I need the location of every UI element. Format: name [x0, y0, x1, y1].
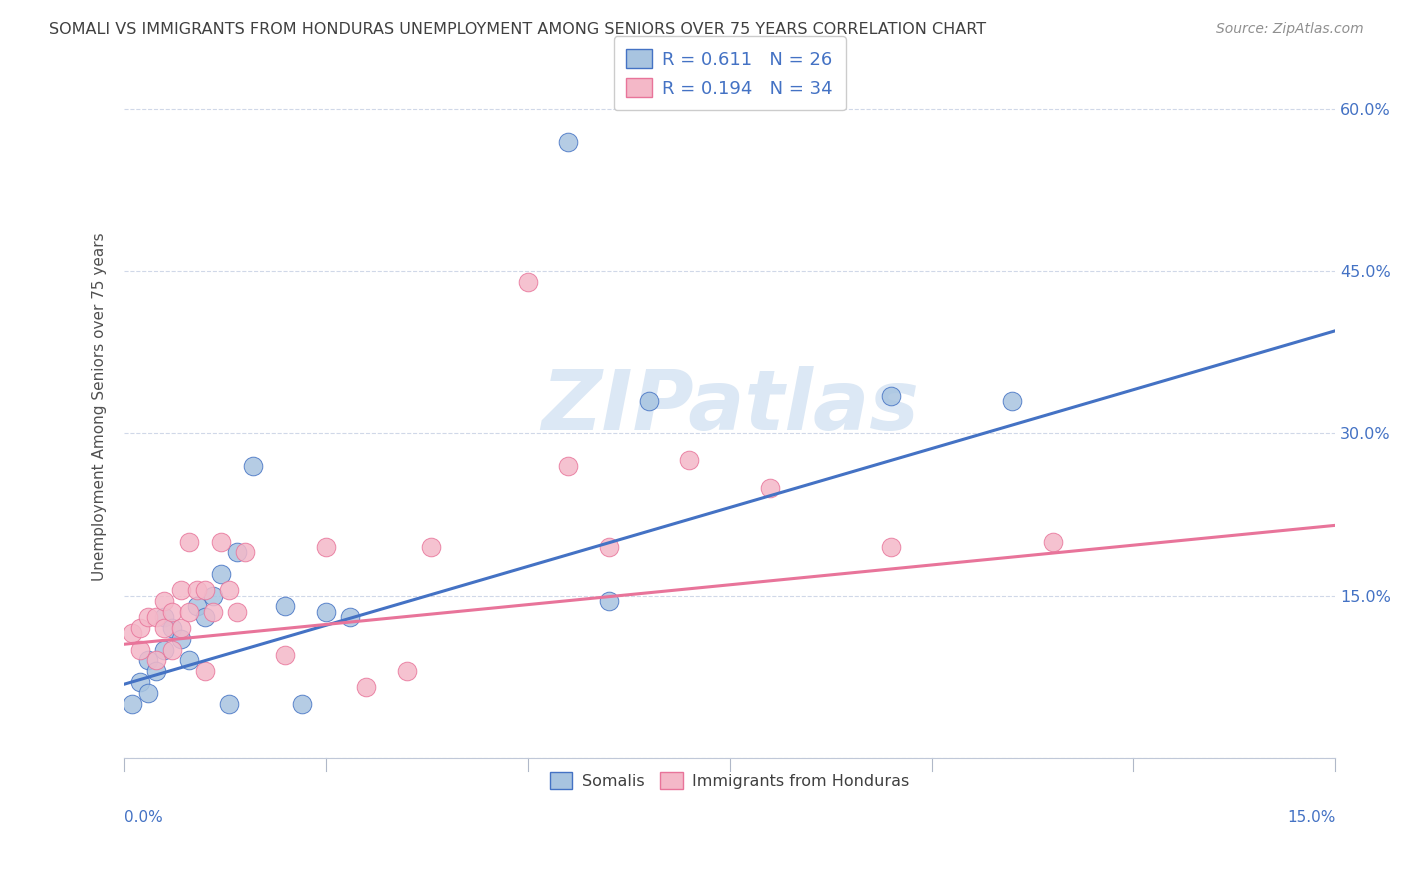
Point: [339, 610, 361, 624]
Text: SOMALI VS IMMIGRANTS FROM HONDURAS UNEMPLOYMENT AMONG SENIORS OVER 75 YEARS CORR: SOMALI VS IMMIGRANTS FROM HONDURAS UNEMP…: [49, 22, 987, 37]
Point: [153, 642, 176, 657]
Point: [598, 594, 620, 608]
Point: [136, 653, 159, 667]
Point: [1042, 534, 1064, 549]
Point: [145, 653, 167, 667]
Point: [145, 665, 167, 679]
Point: [186, 583, 208, 598]
Point: [194, 665, 217, 679]
Point: [1001, 394, 1024, 409]
Point: [274, 599, 297, 614]
Point: [162, 605, 184, 619]
Point: [638, 394, 661, 409]
Point: [194, 583, 217, 598]
Point: [557, 135, 579, 149]
Text: ZIPatlas: ZIPatlas: [541, 366, 918, 447]
Point: [162, 642, 184, 657]
Point: [315, 605, 337, 619]
Point: [177, 534, 200, 549]
Text: 0.0%: 0.0%: [124, 810, 163, 824]
Text: Source: ZipAtlas.com: Source: ZipAtlas.com: [1216, 22, 1364, 37]
Text: 15.0%: 15.0%: [1286, 810, 1336, 824]
Point: [153, 610, 176, 624]
Point: [169, 583, 191, 598]
Point: [218, 583, 240, 598]
Point: [201, 605, 224, 619]
Point: [177, 605, 200, 619]
Point: [218, 697, 240, 711]
Point: [145, 610, 167, 624]
Point: [129, 642, 152, 657]
Point: [233, 545, 256, 559]
Point: [162, 621, 184, 635]
Point: [242, 458, 264, 473]
Point: [315, 540, 337, 554]
Point: [880, 540, 903, 554]
Point: [209, 534, 232, 549]
Point: [291, 697, 314, 711]
Point: [678, 453, 700, 467]
Point: [177, 653, 200, 667]
Point: [136, 610, 159, 624]
Point: [129, 675, 152, 690]
Point: [201, 589, 224, 603]
Point: [226, 545, 249, 559]
Y-axis label: Unemployment Among Seniors over 75 years: Unemployment Among Seniors over 75 years: [93, 232, 107, 581]
Point: [274, 648, 297, 662]
Point: [880, 389, 903, 403]
Point: [516, 275, 538, 289]
Point: [209, 566, 232, 581]
Point: [419, 540, 441, 554]
Point: [194, 610, 217, 624]
Point: [121, 697, 143, 711]
Point: [169, 621, 191, 635]
Point: [121, 626, 143, 640]
Legend: Somalis, Immigrants from Honduras: Somalis, Immigrants from Honduras: [540, 763, 920, 799]
Point: [186, 599, 208, 614]
Point: [226, 605, 249, 619]
Point: [169, 632, 191, 646]
Point: [129, 621, 152, 635]
Point: [136, 686, 159, 700]
Point: [598, 540, 620, 554]
Point: [557, 458, 579, 473]
Point: [153, 621, 176, 635]
Point: [759, 481, 782, 495]
Point: [153, 594, 176, 608]
Point: [354, 681, 377, 695]
Point: [395, 665, 418, 679]
